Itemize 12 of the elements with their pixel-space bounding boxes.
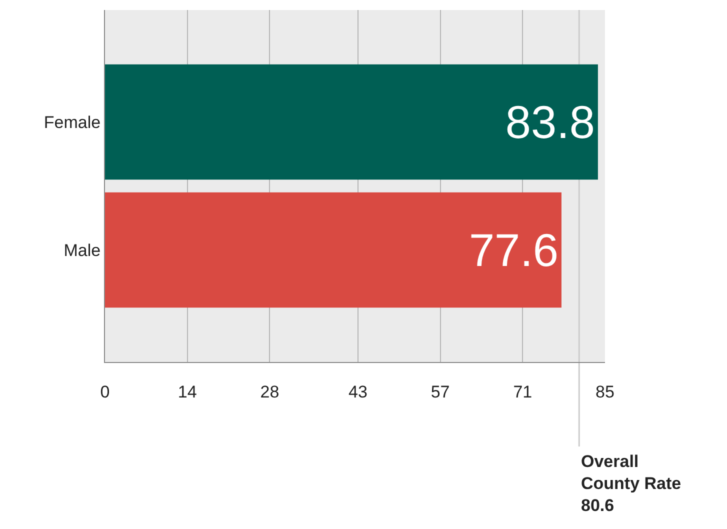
- y-tick-label: Male: [64, 240, 101, 260]
- x-tick-label: 85: [596, 382, 614, 402]
- x-tick-label: 0: [100, 382, 110, 402]
- data-label: 83.8: [505, 96, 595, 148]
- ref-line-label: Overall County Rate 80.6: [581, 452, 682, 516]
- x-tick-label: 57: [430, 382, 450, 402]
- x-tick-label: 28: [260, 382, 280, 402]
- x-tick-label: 14: [178, 382, 197, 402]
- x-tick-label: 71: [513, 382, 532, 402]
- x-tick-label: 43: [348, 382, 368, 402]
- y-tick-label: Female: [44, 112, 101, 132]
- data-label: 77.6: [468, 224, 558, 276]
